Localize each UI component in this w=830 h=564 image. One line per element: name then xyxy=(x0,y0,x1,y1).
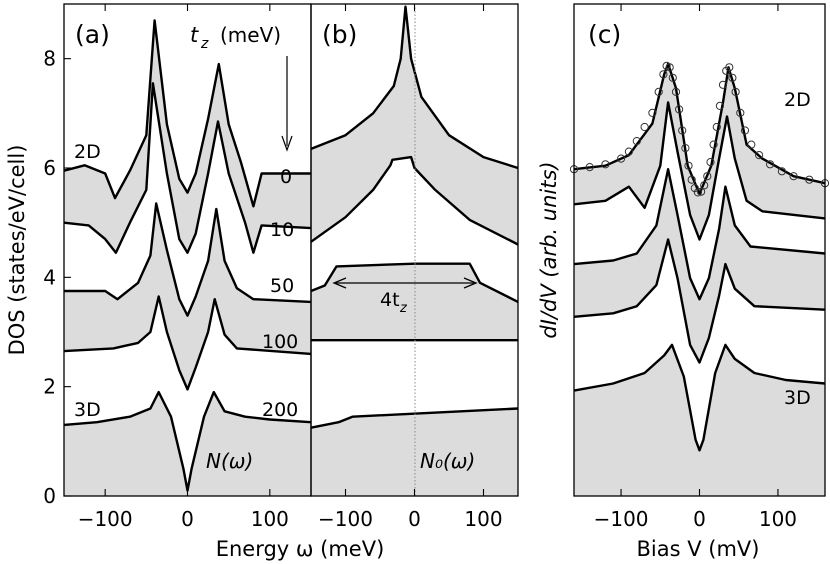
series-line-200 xyxy=(310,407,519,429)
series-line-3d xyxy=(573,343,826,452)
data-marker xyxy=(747,140,756,149)
data-marker xyxy=(740,126,750,135)
series-line-10 xyxy=(310,155,519,246)
data-marker xyxy=(678,126,687,135)
panel-a-label-3d: 3D xyxy=(74,399,101,421)
y-tick-label: 6 xyxy=(43,156,56,180)
data-marker xyxy=(703,172,712,181)
shaded-band-50 xyxy=(64,203,311,390)
x-tick-label: −100 xyxy=(594,507,649,531)
x-tick-label: 0 xyxy=(693,507,706,531)
data-marker xyxy=(718,80,728,89)
data-marker xyxy=(648,108,657,118)
data-marker xyxy=(681,144,690,153)
x-tick-label: 0 xyxy=(408,507,421,531)
width-label: 4t xyxy=(380,289,400,311)
data-marker xyxy=(731,87,740,97)
data-marker xyxy=(668,73,677,82)
series-line-50 xyxy=(64,202,312,317)
data-marker xyxy=(693,188,703,197)
panel-b-function-label: N₀(ω) xyxy=(420,449,475,473)
tz-header: t xyxy=(190,23,199,47)
tz-header-sub: z xyxy=(200,36,209,52)
data-marker xyxy=(777,167,787,176)
shaded-band-0 xyxy=(311,6,518,245)
y-tick-label: 4 xyxy=(43,265,56,289)
series-line-2 xyxy=(573,101,826,241)
data-marker xyxy=(755,151,764,160)
data-marker xyxy=(684,161,693,170)
curve-label-200: 200 xyxy=(262,399,298,421)
data-marker xyxy=(675,105,684,114)
data-marker xyxy=(736,108,745,118)
series-line-100 xyxy=(63,295,312,391)
series-line-0 xyxy=(310,5,519,170)
shaded-band-bottom xyxy=(574,344,825,496)
shaded-band-3 xyxy=(574,169,825,363)
series-line-2d xyxy=(573,62,826,195)
panel-c-label: (c) xyxy=(588,20,621,49)
left-x-axis-title: Energy ω (meV) xyxy=(216,537,385,561)
width-arrow-left-head xyxy=(332,277,347,289)
data-marker xyxy=(805,175,814,184)
series-line-0 xyxy=(63,19,311,208)
x-tick-label: 0 xyxy=(181,507,194,531)
data-marker xyxy=(671,87,681,97)
x-tick-label: 100 xyxy=(464,507,502,531)
left-y-axis-title: DOS (states/eV/cell) xyxy=(5,145,29,356)
panel-a-label: (a) xyxy=(75,20,110,49)
shaded-band-0 xyxy=(64,20,311,253)
panel-c-plot xyxy=(569,61,830,496)
panel-a-function-label: N(ω) xyxy=(206,449,253,473)
data-marker xyxy=(715,101,725,111)
data-marker xyxy=(725,63,734,72)
panel-c-label-3d: 3D xyxy=(784,387,811,409)
panel-b-plot xyxy=(310,5,519,496)
data-marker xyxy=(766,160,775,169)
panel-a-label-2d: 2D xyxy=(74,141,101,163)
tz-unit: (meV) xyxy=(220,23,281,47)
data-marker xyxy=(659,70,668,79)
data-marker xyxy=(640,122,649,132)
data-marker xyxy=(728,73,737,82)
data-marker xyxy=(632,137,641,146)
right-y-axis-title: dI/dV (arb. units) xyxy=(537,161,561,338)
data-marker xyxy=(585,163,594,172)
panel-c-label-2d: 2D xyxy=(784,89,811,111)
data-marker xyxy=(700,181,709,190)
panel-b-label: (b) xyxy=(322,20,357,49)
x-tick-label: 100 xyxy=(251,507,289,531)
curve-label-100: 100 xyxy=(262,331,298,353)
data-marker xyxy=(712,122,721,132)
curve-label-0: 0 xyxy=(280,166,292,188)
data-marker xyxy=(706,158,715,167)
data-marker xyxy=(697,187,706,196)
right-x-axis-title: Bias V (mV) xyxy=(637,537,760,561)
series-line-3 xyxy=(573,168,826,301)
curve-label-50: 50 xyxy=(270,275,294,297)
data-marker xyxy=(687,175,696,184)
tz-arrow-head xyxy=(281,135,293,152)
data-marker xyxy=(789,172,798,181)
data-marker xyxy=(709,140,718,149)
width-arrow-right-head xyxy=(463,277,478,289)
data-marker xyxy=(665,63,674,72)
y-tick-label: 2 xyxy=(43,375,56,399)
x-tick-label: 100 xyxy=(759,507,797,531)
y-tick-label: 0 xyxy=(43,484,56,508)
data-marker xyxy=(624,147,634,156)
data-marker xyxy=(617,154,626,163)
data-marker xyxy=(654,87,663,97)
x-tick-label: −100 xyxy=(78,507,133,531)
x-tick-label: −100 xyxy=(318,507,373,531)
data-marker xyxy=(601,160,610,169)
series-line-4 xyxy=(573,238,826,364)
panel-a-plot xyxy=(63,19,312,496)
width-label-sub: z xyxy=(399,301,408,316)
curve-label-10: 10 xyxy=(270,219,294,241)
y-tick-label: 8 xyxy=(43,47,56,71)
series-line-10 xyxy=(63,82,312,254)
